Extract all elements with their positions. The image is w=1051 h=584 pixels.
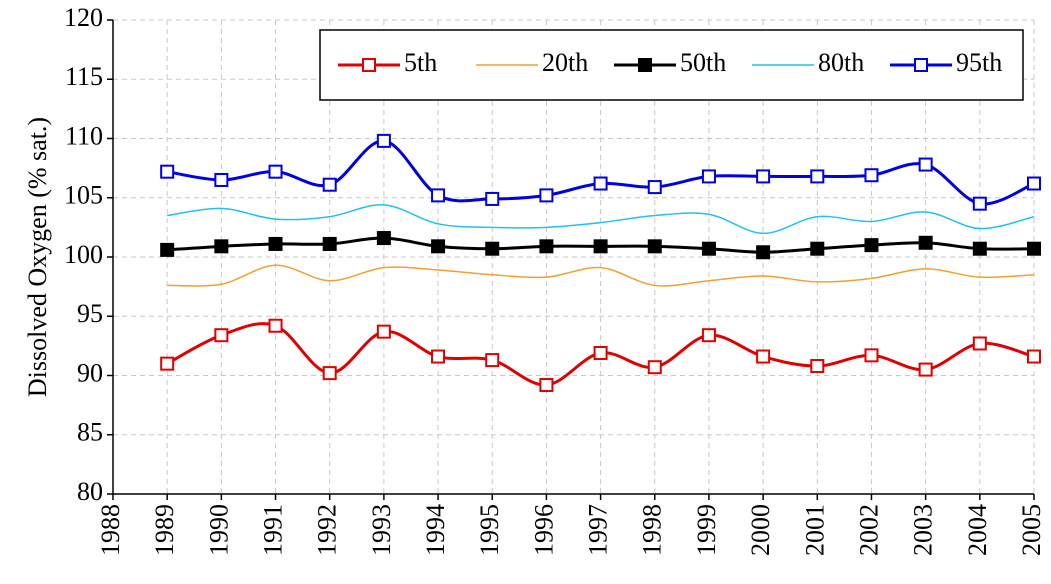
legend-label: 95th [956, 48, 1002, 77]
marker [918, 235, 933, 250]
marker [972, 196, 987, 211]
x-tick-label: 1993 [367, 504, 396, 556]
marker [268, 318, 283, 333]
marker [972, 336, 987, 351]
marker [647, 180, 662, 195]
marker [376, 231, 391, 246]
marker [322, 177, 337, 192]
x-tick-label: 1994 [421, 504, 450, 556]
legend-marker [914, 58, 928, 72]
y-tick-label: 110 [65, 121, 103, 150]
marker [918, 362, 933, 377]
series-line [167, 204, 1035, 235]
marker [268, 164, 283, 179]
marker [322, 236, 337, 251]
marker [593, 345, 608, 360]
x-tick-label: 1996 [529, 504, 558, 556]
x-tick-label: 2000 [746, 504, 775, 556]
x-tick-label: 1999 [692, 504, 721, 556]
marker [918, 157, 933, 172]
marker [376, 133, 391, 148]
marker [810, 169, 825, 184]
marker [160, 164, 175, 179]
marker [864, 348, 879, 363]
y-tick-label: 100 [64, 240, 103, 269]
x-tick-label: 1990 [204, 504, 233, 556]
x-tick-label: 1989 [150, 504, 179, 556]
marker [1027, 241, 1041, 256]
marker [701, 241, 716, 256]
x-tick-label: 1995 [475, 504, 504, 556]
y-tick-label: 90 [77, 358, 103, 387]
marker [593, 239, 608, 254]
x-tick-label: 2005 [1017, 504, 1046, 556]
marker [864, 168, 879, 183]
x-tick-label: 1997 [584, 504, 613, 556]
marker [756, 245, 771, 260]
marker [810, 241, 825, 256]
x-tick-label: 2004 [963, 504, 992, 556]
marker [376, 324, 391, 339]
marker [268, 236, 283, 251]
legend-label: 50th [680, 48, 726, 77]
marker [485, 241, 500, 256]
y-tick-label: 95 [77, 299, 103, 328]
marker [701, 328, 716, 343]
y-axis-label: Dissolved Oxygen (% sat.) [23, 117, 52, 397]
x-tick-label: 1991 [258, 504, 287, 556]
y-tick-label: 85 [77, 418, 103, 447]
marker [864, 238, 879, 253]
marker [756, 169, 771, 184]
marker [1027, 349, 1041, 364]
marker [160, 356, 175, 371]
legend-marker [638, 58, 652, 72]
marker [539, 239, 554, 254]
marker [485, 191, 500, 206]
marker [647, 360, 662, 375]
series-line [167, 264, 1035, 287]
x-tick-label: 2001 [800, 504, 829, 556]
marker [539, 188, 554, 203]
marker [214, 172, 229, 187]
x-tick-label: 2003 [909, 504, 938, 556]
x-tick-label: 1988 [96, 504, 125, 556]
marker [431, 188, 446, 203]
marker [431, 349, 446, 364]
marker [485, 353, 500, 368]
y-tick-label: 80 [77, 477, 103, 506]
y-tick-label: 120 [64, 3, 103, 32]
marker [1027, 176, 1041, 191]
legend-label: 5th [404, 48, 437, 77]
legend-marker [362, 58, 376, 72]
marker [972, 241, 987, 256]
marker [701, 169, 716, 184]
marker [756, 349, 771, 364]
marker [647, 239, 662, 254]
y-tick-label: 105 [64, 181, 103, 210]
marker [322, 366, 337, 381]
marker [593, 176, 608, 191]
y-tick-label: 115 [65, 62, 103, 91]
x-tick-label: 1998 [638, 504, 667, 556]
marker [810, 359, 825, 374]
marker [214, 328, 229, 343]
marker [539, 377, 554, 392]
legend-label: 80th [818, 48, 864, 77]
legend-label: 20th [542, 48, 588, 77]
marker [431, 239, 446, 254]
x-tick-label: 1992 [313, 504, 342, 556]
marker [160, 242, 175, 257]
x-tick-label: 2002 [854, 504, 883, 556]
marker [214, 239, 229, 254]
